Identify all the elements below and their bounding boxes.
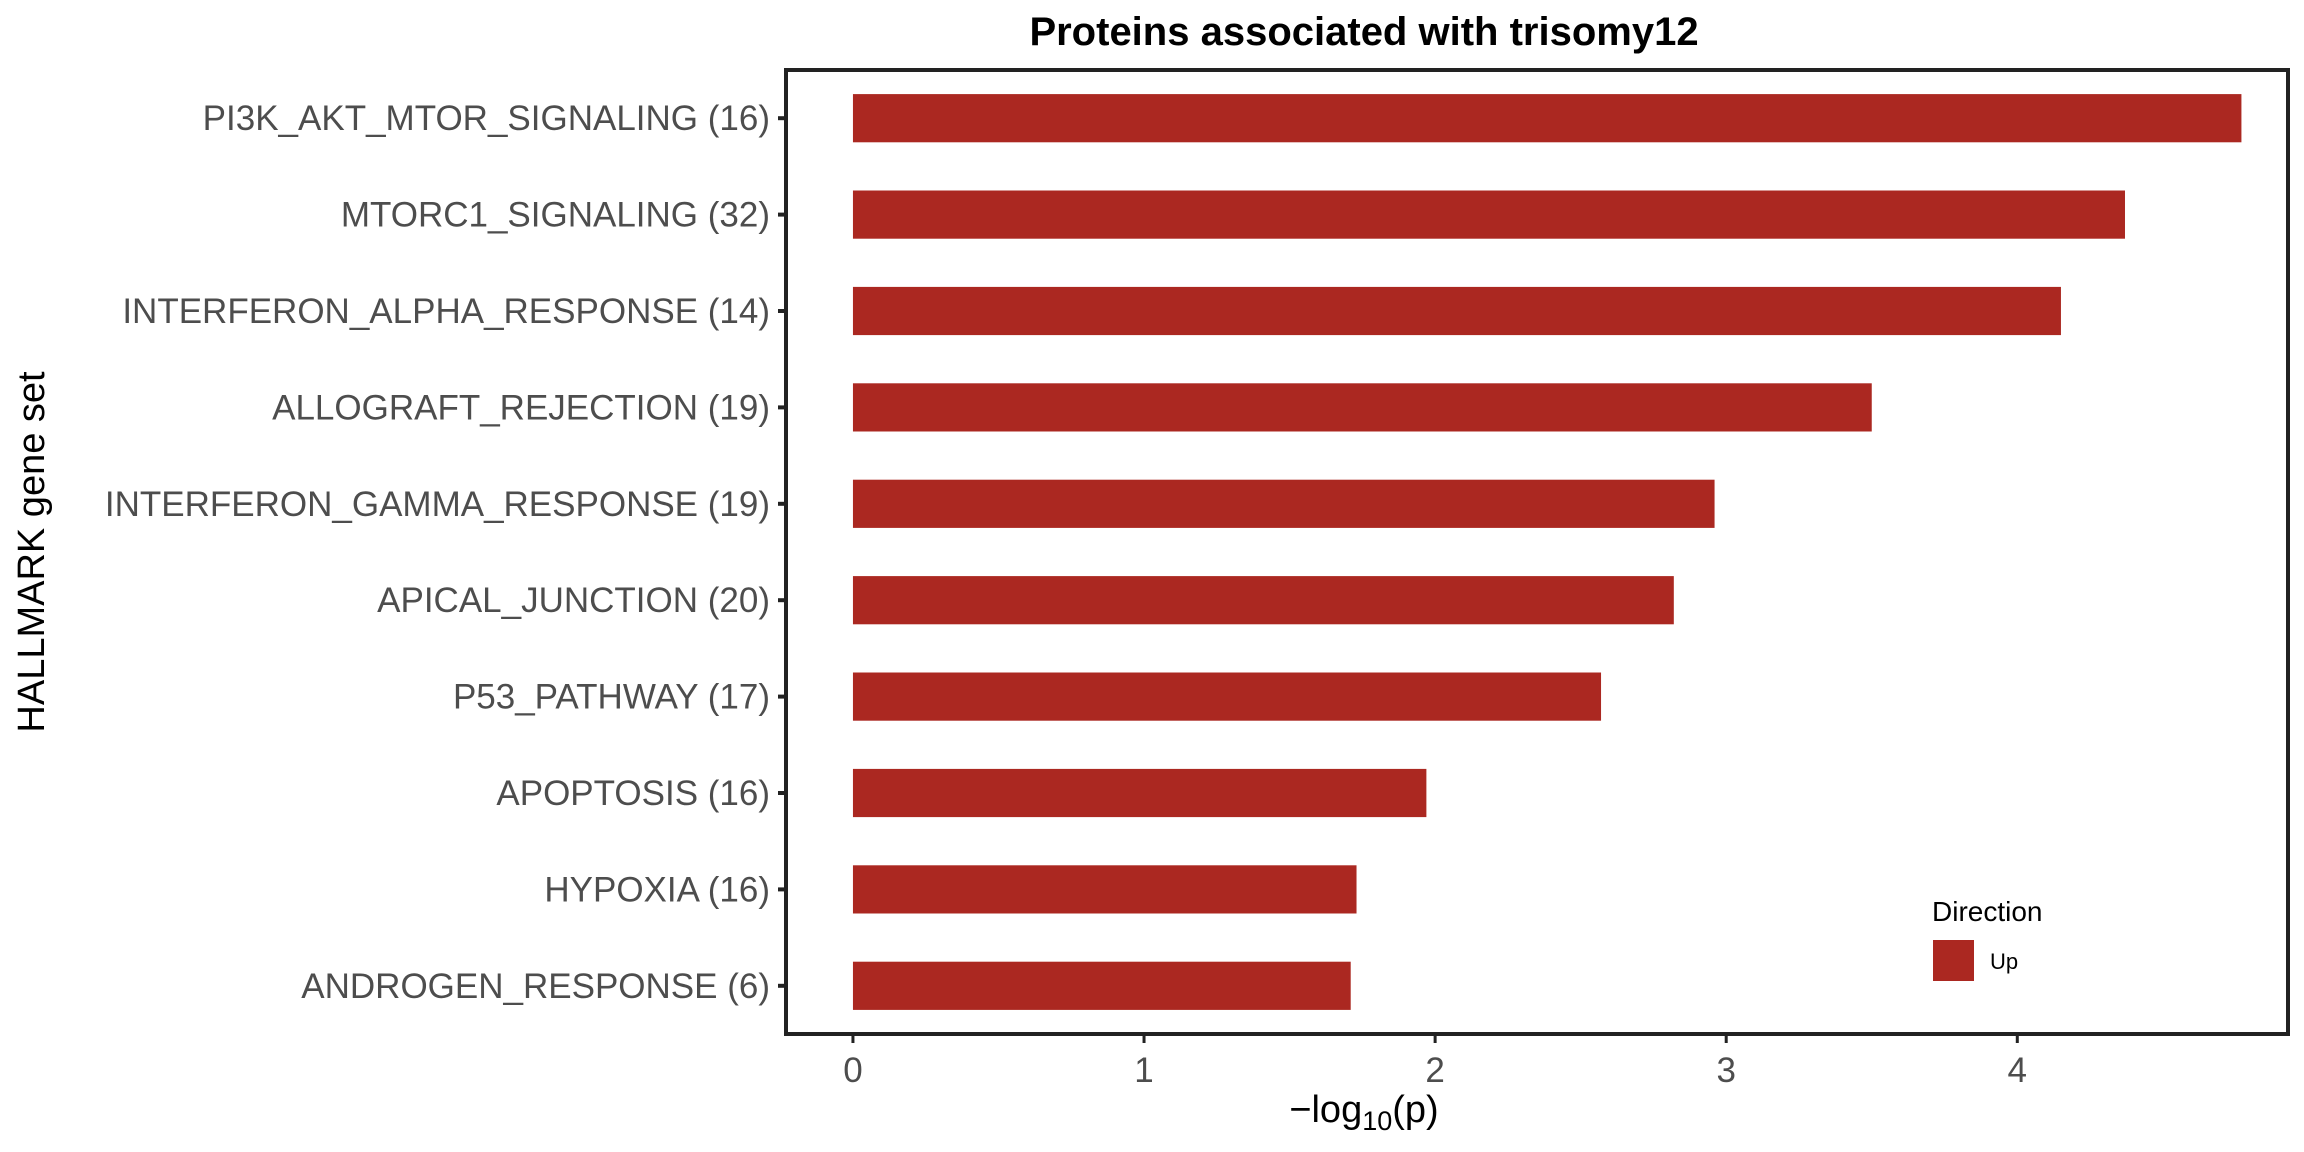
legend-title: Direction — [1932, 896, 2042, 927]
y-category-label: HYPOXIA (16) — [544, 870, 770, 909]
bar — [852, 94, 2242, 143]
x-tick-label: 2 — [1425, 1051, 1444, 1090]
x-tick-label: 3 — [1716, 1051, 1735, 1090]
x-axis-title-suffix: (p) — [1392, 1089, 1438, 1131]
y-category-label: PI3K_AKT_MTOR_SIGNALING (16) — [203, 99, 770, 138]
bar — [852, 479, 1715, 528]
y-category-label: P53_PATHWAY (17) — [453, 678, 770, 717]
bar — [852, 865, 1357, 914]
y-category-label: MTORC1_SIGNALING (32) — [341, 196, 770, 235]
y-category-label: APOPTOSIS (16) — [496, 774, 770, 813]
y-category-label: INTERFERON_ALPHA_RESPONSE (14) — [122, 292, 770, 331]
y-axis-title: HALLMARK gene set — [11, 371, 53, 733]
chart-title: Proteins associated with trisomy12 — [1029, 10, 1698, 54]
bar — [852, 961, 1351, 1010]
legend: Direction Up — [1932, 896, 2042, 981]
y-category-labels: PI3K_AKT_MTOR_SIGNALING (16) MTORC1_SIGNA… — [105, 99, 786, 1006]
bar — [852, 768, 1427, 818]
bar — [852, 190, 2125, 239]
legend-label-up: Up — [1990, 949, 2018, 974]
x-axis-title-subscript: 10 — [1362, 1106, 1392, 1136]
x-tick-label: 4 — [2008, 1051, 2027, 1090]
x-tick-label: 0 — [843, 1051, 862, 1090]
plot-panel-border — [784, 68, 2290, 1036]
bar — [852, 286, 2061, 336]
y-category-label: APICAL_JUNCTION (20) — [377, 581, 770, 620]
bar — [852, 383, 1872, 432]
x-axis-title-prefix: −log — [1289, 1089, 1362, 1131]
y-category-label: ALLOGRAFT_REJECTION (19) — [272, 388, 770, 427]
x-tick-labels: 0 1 2 3 4 — [843, 1034, 2027, 1090]
x-tick-label: 1 — [1134, 1051, 1153, 1090]
x-axis-title: −log10(p) — [1289, 1089, 1438, 1136]
legend-key-up — [1933, 940, 1974, 981]
bar — [852, 672, 1602, 721]
y-category-label: ANDROGEN_RESPONSE (6) — [301, 967, 770, 1006]
bars-group — [852, 94, 2242, 1010]
bar — [852, 576, 1674, 625]
y-category-label: INTERFERON_GAMMA_RESPONSE (19) — [105, 485, 770, 524]
